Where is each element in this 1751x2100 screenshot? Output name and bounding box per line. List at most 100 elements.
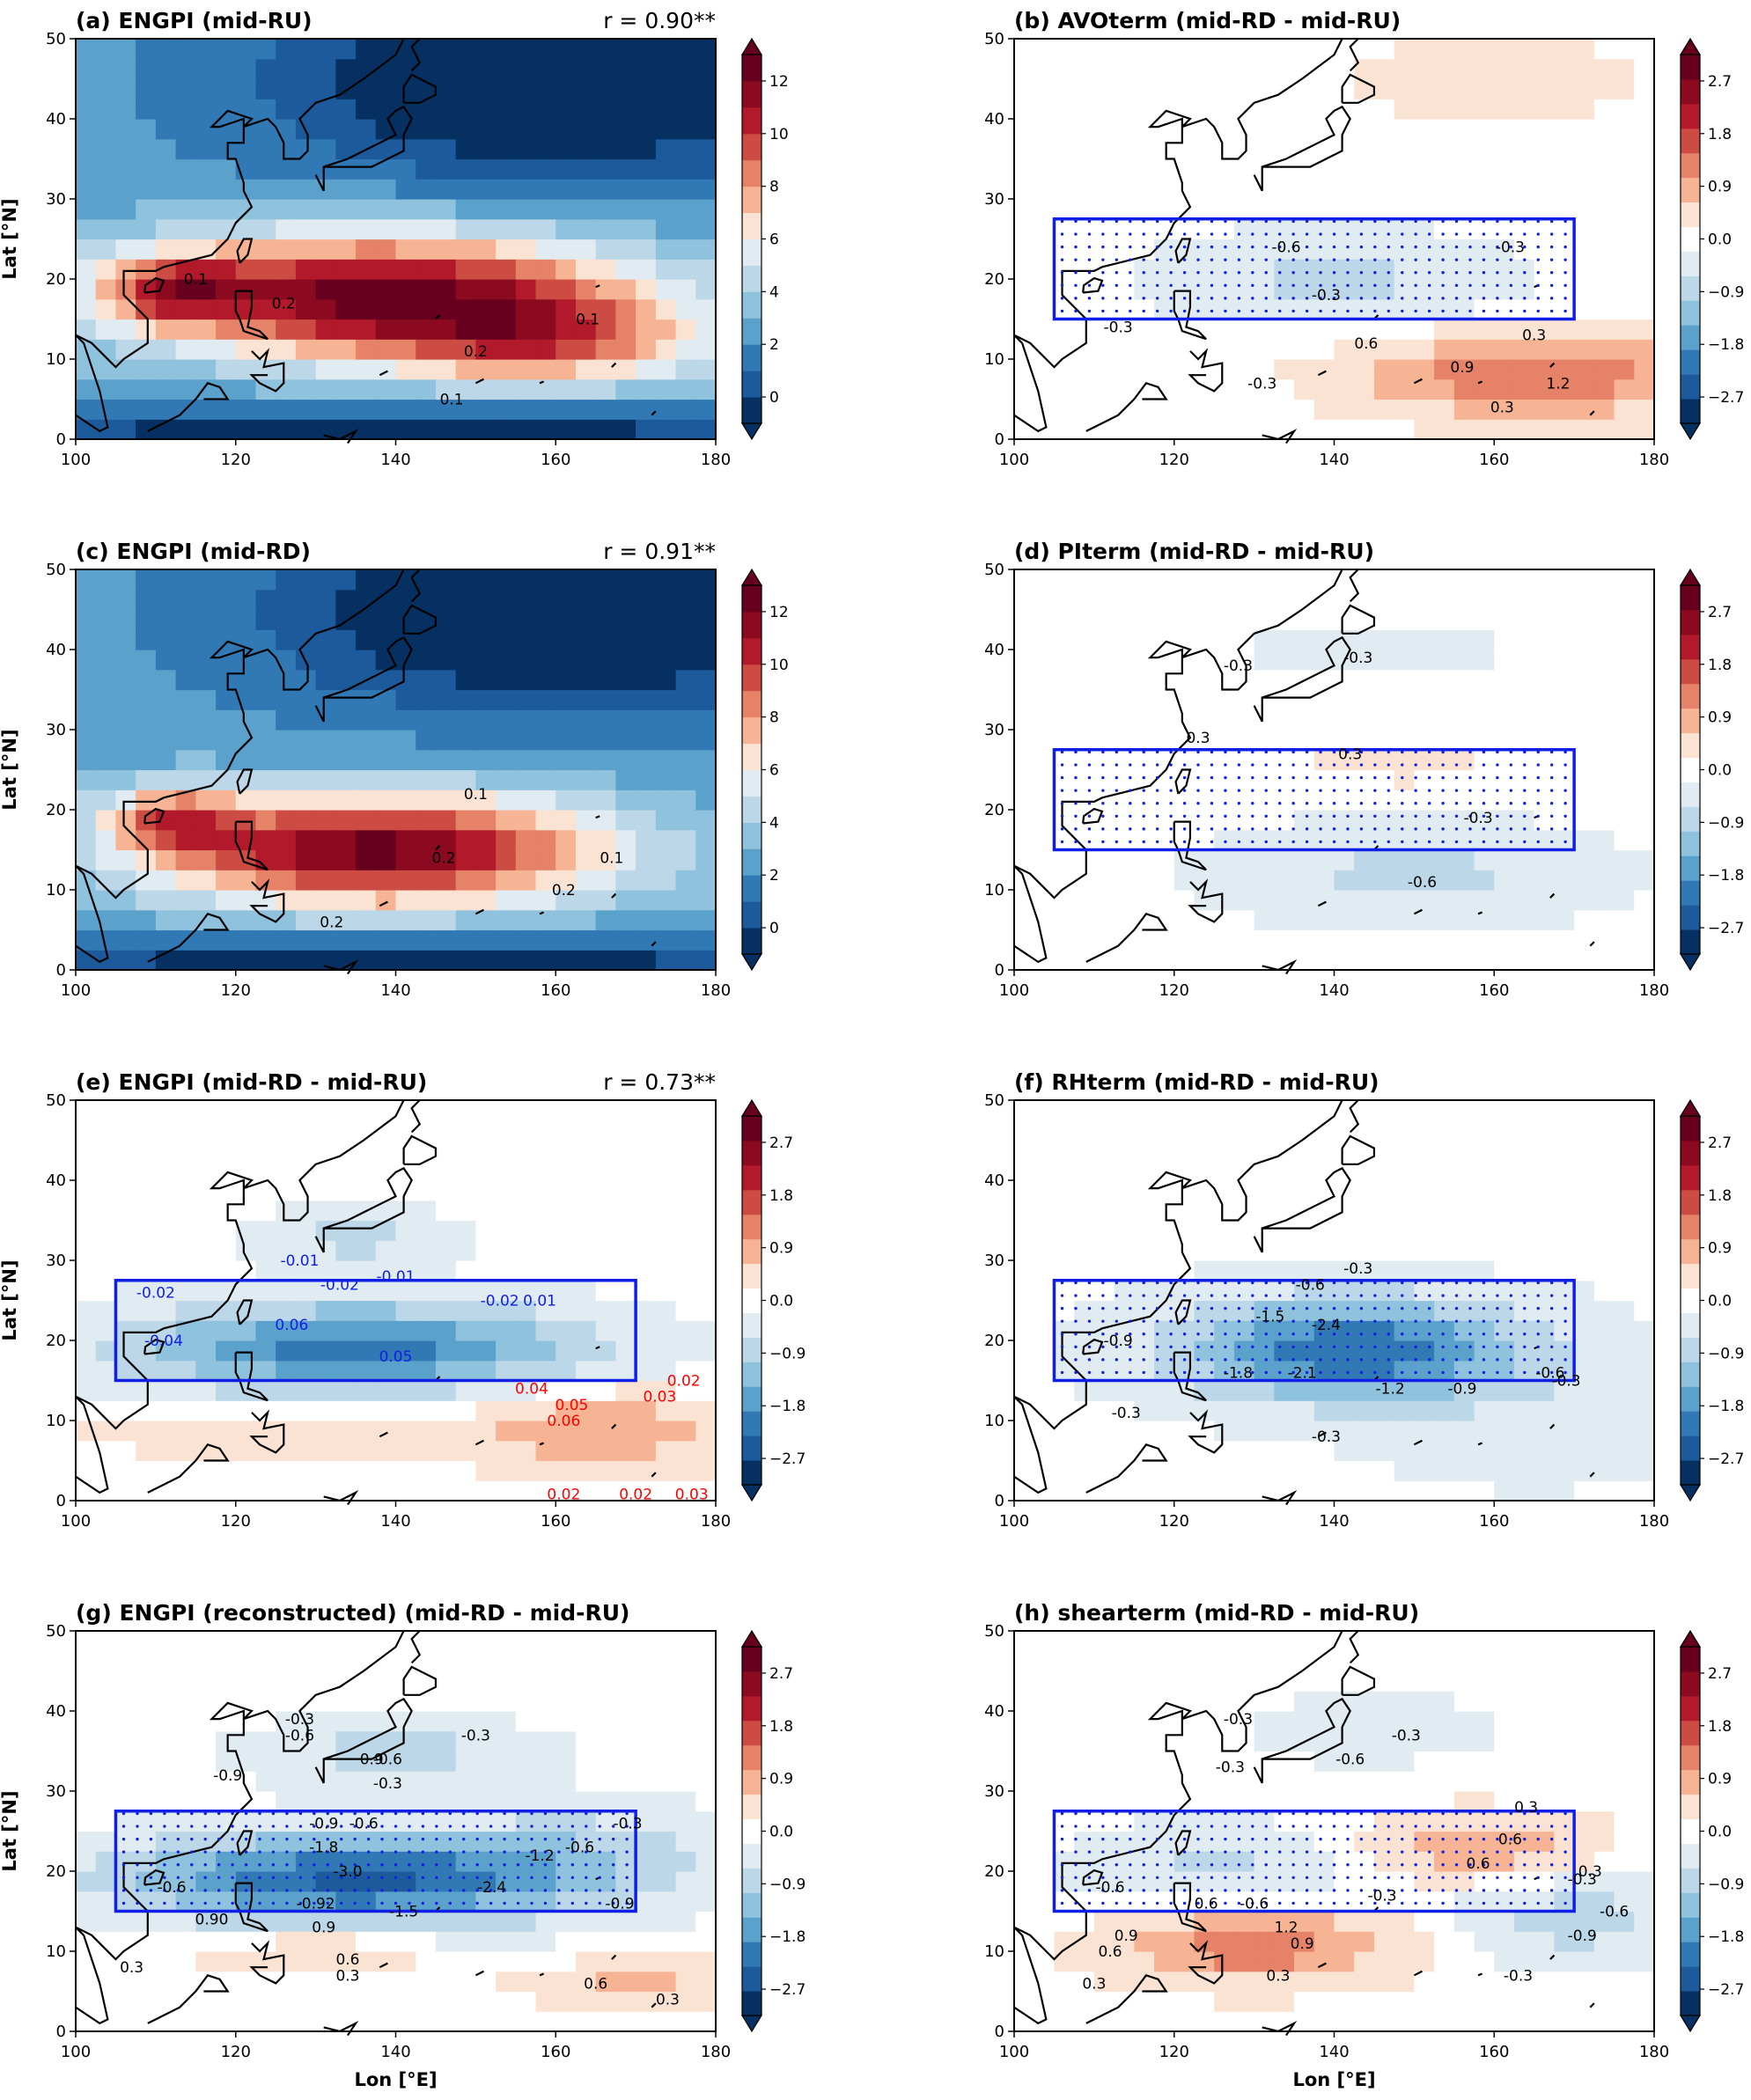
significance-dot <box>1523 763 1527 767</box>
field-cell <box>1313 1140 1335 1161</box>
field-cell <box>115 158 136 180</box>
field-cell <box>1494 589 1515 611</box>
field-cell <box>356 909 377 931</box>
field-cell <box>195 298 217 320</box>
field-cell <box>1233 239 1255 260</box>
field-cell <box>195 1100 217 1121</box>
field-cell <box>1634 138 1655 160</box>
field-cell <box>195 589 217 611</box>
field-cell <box>1593 158 1615 180</box>
field-cell <box>435 589 457 611</box>
field-cell <box>1334 1320 1355 1341</box>
significance-dot <box>1319 775 1322 780</box>
field-cell <box>1614 138 1635 160</box>
field-cell <box>335 99 357 120</box>
field-cell <box>175 1160 196 1181</box>
significance-dot <box>1319 232 1322 236</box>
field-cell <box>1494 950 1515 971</box>
field-cell <box>1634 589 1655 611</box>
field-cell <box>1194 1320 1215 1341</box>
field-cell <box>1534 1380 1556 1401</box>
field-cell <box>1554 1360 1575 1382</box>
field-cell <box>636 99 657 120</box>
significance-dot <box>1115 1345 1119 1348</box>
field-cell <box>1373 789 1395 811</box>
field-cell <box>1453 378 1475 400</box>
significance-dot <box>1115 1333 1119 1336</box>
significance-dot <box>1319 258 1322 261</box>
field-cell <box>1634 849 1655 870</box>
colorbar-tick-label: −2.7 <box>1708 920 1744 937</box>
field-cell <box>555 669 577 691</box>
field-cell <box>375 829 397 851</box>
field-cell <box>1534 909 1556 931</box>
field-cell <box>356 689 377 710</box>
significance-dot <box>1441 775 1445 780</box>
field-cell <box>1394 769 1415 790</box>
significance-dot <box>1387 827 1390 831</box>
field-cell <box>1274 39 1295 60</box>
significance-dot <box>1536 219 1540 224</box>
field-cell <box>1634 78 1655 99</box>
field-cell <box>375 279 397 300</box>
field-cell <box>335 58 357 80</box>
field-cell <box>455 78 476 99</box>
field-cell <box>1554 1300 1575 1321</box>
field-cell <box>1394 1140 1415 1161</box>
field-cell <box>1373 138 1395 160</box>
field-cell <box>655 99 677 120</box>
field-cell <box>1453 1480 1475 1502</box>
field-cell <box>615 1220 636 1241</box>
field-cell <box>1614 589 1635 611</box>
field-cell <box>356 179 377 200</box>
significance-dot <box>1563 789 1567 792</box>
significance-dot <box>1278 840 1282 844</box>
field-cell <box>1114 1160 1135 1181</box>
field-cell <box>1054 259 1075 280</box>
field-cell <box>1254 730 1275 751</box>
field-cell <box>1114 158 1135 180</box>
significance-dot <box>1115 814 1119 818</box>
field-cell <box>655 339 677 360</box>
significance-dot <box>1074 1319 1078 1323</box>
field-cell <box>1554 1240 1575 1261</box>
coastline <box>595 1346 600 1350</box>
field-cell <box>1634 909 1655 931</box>
significance-dot <box>1264 232 1268 236</box>
field-cell <box>1313 1440 1335 1462</box>
field-cell <box>1614 1460 1635 1481</box>
field-cell <box>155 1460 177 1481</box>
significance-dot <box>1305 775 1309 780</box>
significance-dot <box>1359 789 1364 792</box>
field-cell <box>515 1320 537 1341</box>
field-cell <box>255 39 276 60</box>
field-cell <box>1634 1360 1655 1382</box>
field-cell <box>1214 1380 1235 1401</box>
field-cell <box>675 1140 696 1161</box>
contour-label: 0.3 <box>1338 745 1362 763</box>
field-cell <box>515 339 537 360</box>
y-tick-label: 30 <box>984 190 1004 209</box>
field-cell <box>76 1200 97 1222</box>
field-cell <box>1574 789 1595 811</box>
field-cell <box>475 339 497 360</box>
significance-dot <box>1454 750 1459 754</box>
field-cell <box>1154 239 1175 260</box>
field-cell <box>1114 339 1135 360</box>
significance-dot <box>1060 271 1064 275</box>
field-cell <box>395 810 416 831</box>
field-cell <box>475 1340 497 1362</box>
field-cell <box>416 669 437 691</box>
field-cell <box>175 749 196 771</box>
field-cell <box>235 1260 257 1281</box>
field-cell <box>335 609 357 630</box>
field-cell <box>175 1360 196 1382</box>
colorbar-segment <box>742 822 761 849</box>
significance-dot <box>1101 297 1105 300</box>
field-cell <box>1634 1240 1655 1261</box>
field-cell <box>1034 1460 1056 1481</box>
field-cell <box>295 138 317 160</box>
field-cell <box>1173 399 1196 420</box>
significance-dot <box>1319 245 1322 249</box>
field-cell <box>276 1100 297 1121</box>
